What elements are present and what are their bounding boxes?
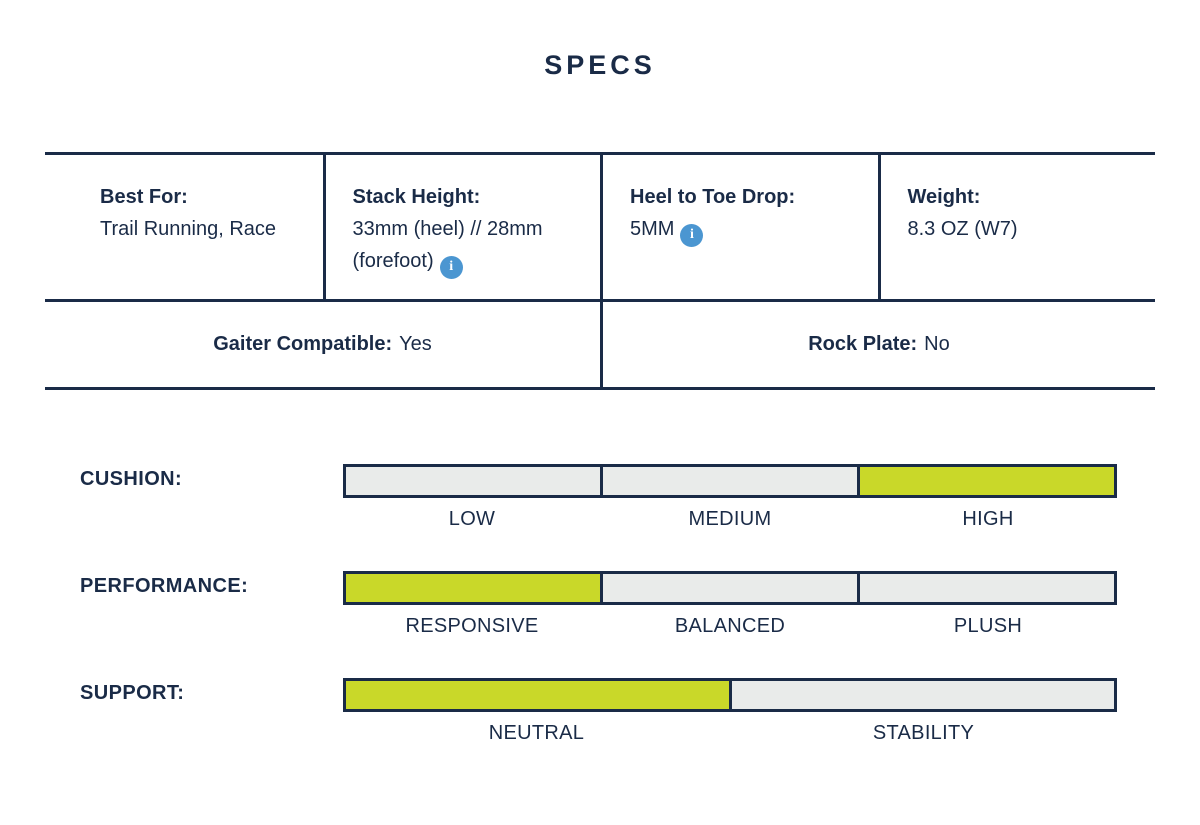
spec-value-text: 33mm (heel) // 28mm (forefoot)	[352, 218, 543, 272]
support-rating-bar	[343, 678, 1117, 712]
spec-cell-stack-height: Stack Height: 33mm (heel) // 28mm (foref…	[322, 155, 601, 299]
spec-label: Heel to Toe Drop:	[630, 186, 796, 208]
spec-label: Gaiter Compatible:	[213, 333, 393, 355]
bar-segment-neutral	[346, 681, 729, 709]
tick-label-high: HIGH	[962, 508, 1014, 530]
slider-support-label: SUPPORT:	[80, 682, 185, 704]
slider-performance-label: PERFORMANCE:	[80, 575, 249, 597]
tick-label-balanced: BALANCED	[674, 615, 786, 637]
bar-segment-medium	[600, 467, 857, 495]
spec-value-text: 8.3 OZ (W7)	[907, 218, 1018, 240]
spec-cell-best-for: Best For: Trail Running, Race	[45, 155, 323, 299]
bar-segment-responsive	[346, 574, 600, 602]
slider-support: SUPPORT: NEUTRAL STABILITY	[0, 678, 1200, 778]
performance-tick-labels: RESPONSIVE BALANCED PLUSH	[343, 615, 1117, 638]
bar-segment-stability	[728, 681, 1114, 709]
spec-value: 33mm (heel) // 28mm (forefoot) i	[353, 213, 583, 279]
spec-value-text: 5MM	[630, 218, 675, 240]
bar-segment-balanced	[600, 574, 857, 602]
bar-segment-plush	[857, 574, 1114, 602]
spec-label: Stack Height:	[352, 186, 481, 208]
cushion-tick-labels: LOW MEDIUM HIGH	[343, 508, 1117, 531]
slider-performance: PERFORMANCE: RESPONSIVE BALANCED PLUSH	[0, 571, 1200, 671]
info-icon[interactable]: i	[680, 223, 704, 247]
support-tick-labels: NEUTRAL STABILITY	[343, 722, 1117, 745]
slider-cushion-label: CUSHION:	[80, 468, 183, 490]
performance-rating-bar	[343, 571, 1117, 605]
slider-cushion: CUSHION: LOW MEDIUM HIGH	[0, 464, 1200, 564]
bar-segment-low	[346, 467, 600, 495]
spec-cell-gaiter-compatible: Gaiter Compatible: Yes	[45, 302, 600, 387]
specs-footer-row: Gaiter Compatible: Yes Rock Plate: No	[45, 302, 1155, 387]
tick-label-responsive: RESPONSIVE	[405, 615, 539, 637]
spec-cell-weight: Weight: 8.3 OZ (W7)	[877, 155, 1156, 299]
cushion-rating-bar	[343, 464, 1117, 498]
spec-label: Weight:	[907, 186, 981, 208]
spec-value-text: Trail Running, Race	[100, 218, 277, 240]
spec-cell-heel-toe-drop: Heel to Toe Drop: 5MM i	[600, 155, 878, 299]
tick-label-low: LOW	[448, 508, 496, 530]
specs-main-row: Best For: Trail Running, Race Stack Heig…	[45, 155, 1155, 302]
tick-label-neutral: NEUTRAL	[488, 722, 585, 744]
page-title: SPECS	[544, 50, 656, 80]
info-icon[interactable]: i	[439, 255, 463, 279]
tick-label-plush: PLUSH	[953, 615, 1023, 637]
spec-label: Rock Plate:	[808, 333, 918, 355]
spec-value: Trail Running, Race	[100, 213, 305, 245]
spec-value: 8.3 OZ (W7)	[908, 213, 1138, 245]
specs-table: Best For: Trail Running, Race Stack Heig…	[45, 152, 1155, 390]
spec-cell-rock-plate: Rock Plate: No	[600, 302, 1155, 387]
tick-label-stability: STABILITY	[872, 722, 975, 744]
bar-segment-high	[857, 467, 1114, 495]
tick-label-medium: MEDIUM	[688, 508, 772, 530]
spec-label: Best For:	[100, 186, 188, 208]
spec-value-text: Yes	[399, 333, 432, 355]
spec-value: 5MM i	[630, 213, 860, 247]
spec-value-text: No	[924, 333, 950, 355]
